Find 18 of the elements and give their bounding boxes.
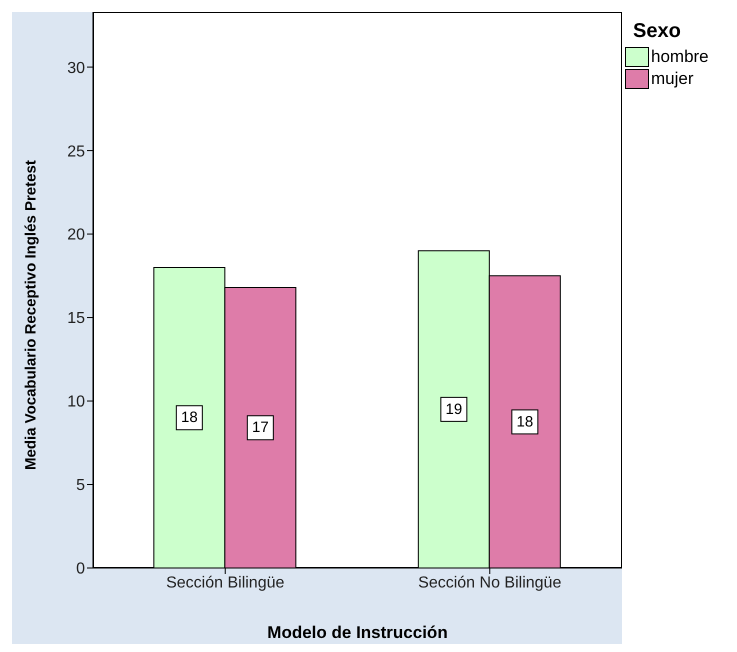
y-tick-label: 30 [67, 60, 86, 77]
y-axis-title: Media Vocabulario Receptivo Inglés Pretest [22, 160, 40, 470]
data-label: 18 [516, 413, 534, 430]
data-label: 17 [252, 419, 269, 436]
legend-title: Sexo [633, 20, 682, 43]
y-tick-label: 15 [67, 310, 86, 328]
x-tick-label: Sección Bilingüe [166, 574, 284, 592]
legend-label: mujer [650, 69, 695, 89]
data-label: 18 [180, 409, 198, 426]
y-tick-label: 25 [67, 143, 86, 160]
y-tick-label: 10 [67, 394, 86, 411]
y-tick-label: 20 [67, 226, 86, 244]
y-tick-label: 5 [76, 477, 86, 494]
data-label: 19 [445, 400, 462, 418]
legend-label: hombre [650, 47, 709, 67]
x-tick-label: Sección No Bilingüe [418, 574, 562, 592]
x-axis-title: Modelo de Instrucción [267, 623, 448, 642]
y-tick-label: 0 [76, 560, 86, 578]
